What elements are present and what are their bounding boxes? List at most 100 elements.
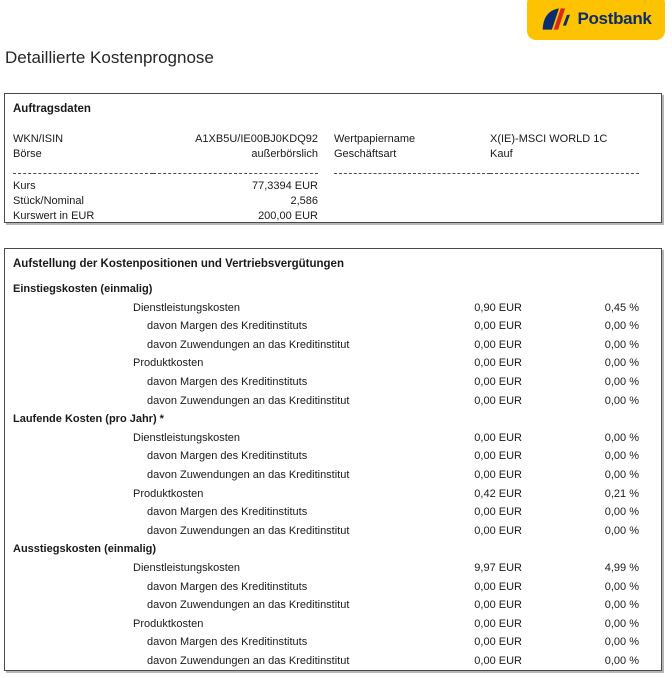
cost-row-eur-value: 0,00 EUR — [474, 320, 522, 333]
cost-row-eur-value: 0,00 EUR — [474, 636, 522, 649]
cost-row-eur-value: 0,00 EUR — [474, 431, 522, 444]
cost-row-eur-value: 9,97 EUR — [474, 561, 522, 574]
cost-row-label: Dienstleistungskosten — [133, 431, 241, 444]
cost-row-eur-value: 0,00 EUR — [474, 394, 522, 407]
cost-row: davon Zuwendungen an das Kreditinstitut 0… — [5, 336, 661, 355]
order-data-grid: WKN/ISIN A1XB5U/IE00BJ0KDQ92 Wertpapiern… — [5, 124, 661, 224]
cost-row: davon Zuwendungen an das Kreditinstitut 0… — [5, 392, 661, 411]
cost-row-eur-value: 0,00 EUR — [474, 599, 522, 612]
cost-row-label: Produktkosten — [133, 617, 204, 630]
field-value: außerbörslich — [251, 148, 318, 160]
cost-row: davon Zuwendungen an das Kreditinstitut 0… — [5, 466, 661, 485]
cost-row-percent-value: 0,00 % — [604, 357, 639, 370]
cost-row-label: Produktkosten — [133, 487, 204, 500]
cost-row-label: davon Zuwendungen an das Kreditinstitut — [147, 524, 350, 537]
cost-row-percent-value: 0,00 % — [604, 375, 639, 388]
field-label: Stück/Nominal — [13, 195, 84, 207]
cost-row-label: davon Zuwendungen an das Kreditinstitut — [147, 468, 350, 481]
cost-row-eur-value: 0,00 EUR — [474, 468, 522, 481]
cost-row-eur-value: 0,00 EUR — [474, 617, 522, 630]
cost-row-label: davon Margen des Kreditinstituts — [147, 636, 308, 649]
cost-row: davon Margen des Kreditinstituts 0,00 EUR… — [5, 578, 661, 597]
cost-row-eur-value: 0,00 EUR — [474, 654, 522, 667]
cost-row: Produktkosten 0,42 EUR 0,21 % — [5, 485, 661, 504]
cost-row-eur-value: 0,00 EUR — [474, 357, 522, 370]
cost-row-percent-value: 0,00 % — [604, 654, 639, 667]
cost-row-eur-value: 0,00 EUR — [474, 375, 522, 388]
cost-row-label: davon Margen des Kreditinstituts — [147, 320, 308, 333]
postbank-logo-text: Postbank — [577, 8, 652, 28]
postbank-logo: Postbank — [527, 0, 665, 40]
cost-row: davon Margen des Kreditinstituts 0,00 EUR… — [5, 317, 661, 336]
cost-row-percent-value: 0,00 % — [604, 636, 639, 649]
cost-row: davon Margen des Kreditinstituts 0,00 EUR… — [5, 503, 661, 522]
field-label: Wertpapiername — [334, 133, 416, 145]
cost-row-percent-value: 0,00 % — [604, 394, 639, 407]
cost-row-label: davon Margen des Kreditinstituts — [147, 506, 308, 519]
order-data-heading: Auftragsdaten — [13, 103, 91, 115]
cost-positions-box: Aufstellung der Kostenpositionen und Ver… — [4, 248, 662, 671]
field-label: Geschäftsart — [334, 148, 397, 160]
cost-row: davon Zuwendungen an das Kreditinstitut 0… — [5, 652, 661, 671]
cost-row-percent-value: 0,00 % — [604, 320, 639, 333]
cost-row-label: davon Margen des Kreditinstituts — [147, 580, 308, 593]
field-value: Kauf — [490, 148, 513, 160]
cost-row-label: davon Zuwendungen an das Kreditinstitut — [147, 394, 350, 407]
cost-group-heading: Ausstiegskosten (einmalig) — [13, 543, 157, 556]
cost-row-percent-value: 0,00 % — [604, 617, 639, 630]
field-value: 77,3394 EUR — [251, 180, 318, 192]
cost-row-label: davon Margen des Kreditinstituts — [147, 450, 308, 463]
cost-row-eur-value: 0,90 EUR — [474, 301, 522, 314]
field-value: A1XB5U/IE00BJ0KDQ92 — [195, 133, 318, 145]
cost-row-eur-value: 0,42 EUR — [474, 487, 522, 500]
cost-row-percent-value: 0,00 % — [604, 506, 639, 519]
field-value: X(IE)-MSCI WORLD 1C — [490, 133, 608, 145]
cost-row-percent-value: 4,99 % — [604, 561, 639, 574]
cost-row-label: Dienstleistungskosten — [133, 301, 241, 314]
cost-row-eur-value: 0,00 EUR — [474, 524, 522, 537]
cost-row-label: davon Margen des Kreditinstituts — [147, 375, 308, 388]
cost-row-label: Dienstleistungskosten — [133, 561, 241, 574]
cost-row: Produktkosten 0,00 EUR 0,00 % — [5, 354, 661, 373]
cost-row-percent-value: 0,00 % — [604, 580, 639, 593]
cost-row-percent-value: 0,00 % — [604, 338, 639, 351]
cost-row: Dienstleistungskosten 0,00 EUR 0,00 % — [5, 429, 661, 448]
cost-row: davon Margen des Kreditinstituts 0,00 EUR… — [5, 373, 661, 392]
cost-row-percent-value: 0,00 % — [604, 599, 639, 612]
cost-row-label: Produktkosten — [133, 357, 204, 370]
page-title: Detaillierte Kostenprognose — [5, 48, 214, 67]
field-label: Kurswert in EUR — [13, 210, 95, 222]
cost-row-percent-value: 0,00 % — [604, 450, 639, 463]
field-label: WKN/ISIN — [13, 133, 64, 145]
cost-row: davon Margen des Kreditinstituts 0,00 EUR… — [5, 447, 661, 466]
field-label: Kurs — [13, 180, 36, 192]
cost-row-percent-value: 0,00 % — [604, 524, 639, 537]
dashed-separator — [13, 162, 153, 174]
cost-row: davon Zuwendungen an das Kreditinstitut 0… — [5, 522, 661, 541]
cost-row-eur-value: 0,00 EUR — [474, 580, 522, 593]
cost-row: davon Margen des Kreditinstituts 0,00 EUR… — [5, 633, 661, 652]
cost-row-eur-value: 0,00 EUR — [474, 450, 522, 463]
cost-row-percent-value: 0,45 % — [604, 301, 639, 314]
dashed-separator — [490, 162, 639, 174]
cost-row-label: davon Zuwendungen an das Kreditinstitut — [147, 599, 350, 612]
cost-row-label: davon Zuwendungen an das Kreditinstitut — [147, 338, 350, 351]
field-label: Börse — [13, 148, 42, 160]
cost-row-percent-value: 0,21 % — [604, 487, 639, 500]
cost-row: Dienstleistungskosten 9,97 EUR 4,99 % — [5, 559, 661, 578]
dashed-separator — [334, 162, 490, 174]
cost-row-label: davon Zuwendungen an das Kreditinstitut — [147, 654, 350, 667]
cost-row: Dienstleistungskosten 0,90 EUR 0,45 % — [5, 299, 661, 318]
cost-row-eur-value: 0,00 EUR — [474, 506, 522, 519]
cost-row-eur-value: 0,00 EUR — [474, 338, 522, 351]
postbank-logo-icon — [540, 7, 571, 31]
cost-positions-heading: Aufstellung der Kostenpositionen und Ver… — [13, 258, 344, 270]
field-value: 200,00 EUR — [258, 210, 318, 222]
dashed-separator — [153, 162, 318, 174]
field-value: 2,586 — [290, 195, 318, 207]
cost-row: Produktkosten 0,00 EUR 0,00 % — [5, 615, 661, 634]
cost-group-heading: Laufende Kosten (pro Jahr) * — [13, 413, 164, 426]
cost-groups: Einstiegskosten (einmalig) Dienstleistung… — [5, 280, 661, 670]
cost-row-percent-value: 0,00 % — [604, 431, 639, 444]
order-data-box: Auftragsdaten WKN/ISIN A1XB5U/IE00BJ0KDQ… — [4, 93, 662, 223]
